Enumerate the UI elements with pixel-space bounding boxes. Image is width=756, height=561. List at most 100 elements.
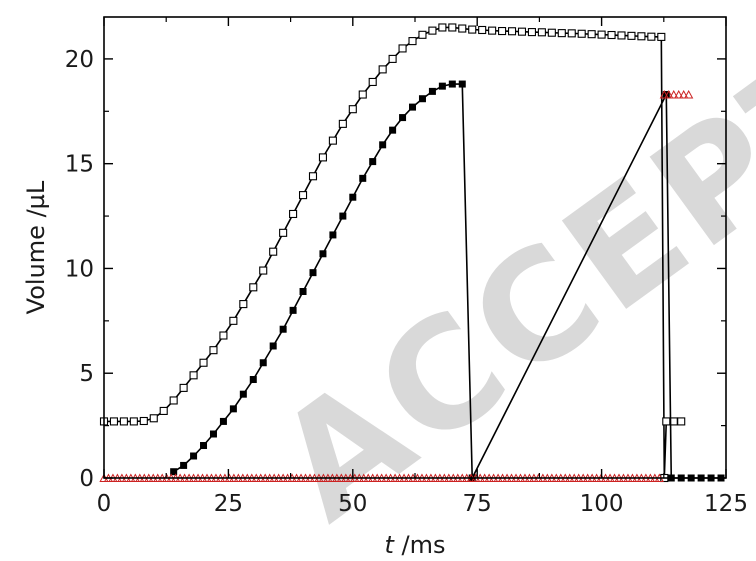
data-point [448,80,456,88]
data-point [109,417,119,426]
data-point [299,288,307,296]
x-axis-label-variable: t [384,531,395,559]
data-point [507,27,517,36]
x-axis-label: t /ms [384,531,445,559]
data-point [289,209,298,219]
x-tick-label: 0 [97,491,112,517]
data-point [179,383,188,392]
data-point [438,82,446,90]
data-point [209,430,217,438]
data-point [119,417,128,426]
data-point [498,26,507,36]
data-point [418,30,427,39]
data-point [338,119,347,128]
data-point [318,153,327,162]
x-tick-label: 75 [463,491,492,517]
data-point [438,23,447,32]
data-point [458,80,466,88]
data-point [139,416,148,426]
data-point [279,325,287,333]
data-point [409,103,417,111]
data-point [219,417,227,425]
data-point [679,89,689,99]
data-point [229,405,237,413]
y-tick-label: 5 [79,361,94,387]
data-point [319,250,327,258]
data-point [180,461,188,469]
y-tick-label: 20 [65,47,94,73]
data-point [339,212,347,220]
data-point [607,30,616,40]
data-point [359,174,367,182]
data-point [189,371,198,380]
data-point [368,77,377,87]
y-tick-label: 0 [79,466,94,492]
data-point [379,141,387,149]
data-point [159,406,168,415]
data-point [662,417,671,426]
y-tick-label: 15 [65,152,94,178]
data-point [478,25,487,35]
y-axis: 0 5 10 15 20 [65,47,726,492]
data-point [269,342,277,350]
data-point [149,414,158,423]
data-point [298,191,308,200]
data-point [328,136,337,145]
watermark-text: ACCEPTED MANUSCRIPT [247,0,756,554]
data-point [468,25,477,34]
data-point [684,89,694,99]
data-point [659,89,669,99]
data-point [219,331,228,340]
data-point [547,28,556,37]
data-point [358,90,367,99]
data-point [369,158,377,166]
data-point [259,359,267,367]
data-point [399,114,407,122]
data-point [398,44,407,53]
data-point [259,266,268,275]
data-point [308,172,318,181]
x-tick-label: 100 [580,491,624,517]
data-point [348,105,357,114]
data-point [448,23,457,32]
data-point [229,316,238,325]
data-point [677,417,686,426]
data-point [669,89,679,99]
data-point [587,30,596,39]
data-point [567,29,576,38]
series-1 [99,23,686,483]
data-point [378,65,387,74]
data-point [637,32,646,41]
x-tick-label: 50 [338,491,367,517]
x-tick-label: 125 [704,491,748,517]
data-point [389,126,397,134]
y-axis-label: Volume /µL [22,180,50,314]
data-point [674,89,684,99]
data-point [269,247,278,256]
data-point [169,396,178,405]
data-point [627,31,636,40]
data-point [329,231,337,239]
data-point [200,442,208,450]
data-point [537,28,546,37]
data-point [349,193,357,201]
data-point [309,269,317,277]
data-point [239,300,248,309]
data-point [279,228,288,237]
data-point [428,87,436,95]
data-point [488,26,497,35]
data-point [249,376,257,384]
data-point [408,37,417,46]
data-point [199,358,208,367]
data-point [517,27,527,36]
x-axis: 0 25 50 75 100 125 [97,17,748,517]
data-point [289,306,297,314]
data-point [647,32,656,41]
data-point [418,95,426,103]
data-point [129,417,138,426]
data-point [617,31,626,40]
data-point [657,32,666,41]
data-point [170,468,178,476]
x-axis-label-unit: /ms [394,531,446,559]
